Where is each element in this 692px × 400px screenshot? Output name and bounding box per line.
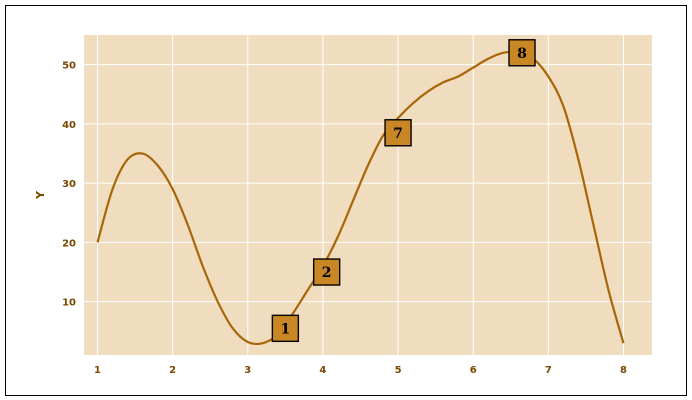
line-chart: 1 2 3 4 5 6 7 8 10 20 30 40 50 Y 1 2 7 8	[34, 35, 652, 376]
point-marker: 2	[312, 258, 341, 286]
marker-label: 1	[280, 321, 290, 337]
x-tick-label: 6	[470, 365, 477, 376]
chart-frame: 1 2 3 4 5 6 7 8 10 20 30 40 50 Y 1 2 7 8	[5, 5, 687, 396]
y-tick-label: 30	[62, 179, 76, 190]
x-axis-ticks: 1 2 3 4 5 6 7 8	[94, 365, 627, 376]
y-axis-ticks: 10 20 30 40 50	[62, 61, 76, 309]
marker-box	[384, 119, 412, 147]
y-tick-label: 10	[62, 298, 76, 309]
x-tick-label: 5	[395, 365, 402, 376]
grid	[84, 35, 652, 355]
plot-area	[84, 35, 652, 355]
x-tick-label: 2	[169, 365, 176, 376]
y-tick-label: 50	[62, 61, 76, 72]
point-marker: 1	[271, 314, 300, 343]
markers: 1 2 7 8	[271, 39, 536, 343]
marker-label: 2	[322, 265, 332, 281]
x-tick-label: 3	[244, 365, 251, 376]
point-marker: 7	[384, 119, 412, 147]
x-tick-label: 1	[94, 365, 101, 376]
x-tick-label: 8	[620, 365, 627, 376]
series-line	[96, 50, 625, 346]
y-axis-label: Y	[34, 190, 47, 200]
marker-label: 8	[517, 46, 527, 62]
y-tick-label: 20	[62, 238, 76, 249]
marker-box	[312, 258, 341, 286]
marker-box	[271, 314, 300, 343]
point-marker: 8	[508, 39, 536, 67]
marker-label: 7	[393, 126, 403, 142]
x-tick-label: 7	[545, 365, 552, 376]
marker-box	[508, 39, 536, 67]
y-tick-label: 40	[62, 120, 76, 131]
x-tick-label: 4	[319, 365, 326, 376]
